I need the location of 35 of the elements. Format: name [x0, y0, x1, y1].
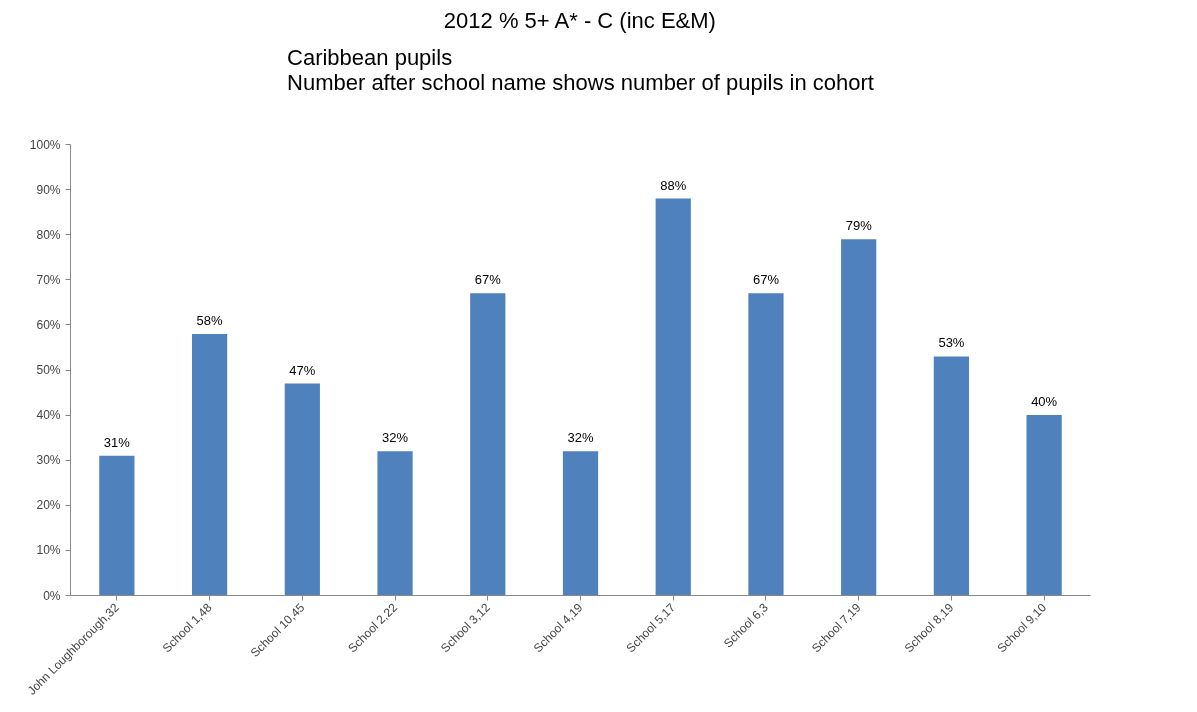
data-label: 67%: [474, 272, 502, 288]
bar: [933, 356, 970, 596]
data-label: 31%: [103, 434, 131, 450]
y-tick-label: 60%: [36, 317, 61, 332]
bar: [841, 239, 877, 596]
y-tick-label: 70%: [36, 272, 61, 287]
y-tick-label: 50%: [36, 363, 61, 377]
data-label: 40%: [1031, 394, 1058, 410]
data-label: 32%: [567, 430, 594, 446]
data-label: 88%: [660, 177, 687, 193]
bar: [470, 293, 506, 596]
bar: [748, 293, 784, 596]
bar: [284, 383, 320, 596]
data-label: 32%: [382, 430, 409, 446]
data-label: 53%: [938, 335, 965, 351]
data-label: 79%: [845, 218, 873, 234]
bar: [377, 451, 413, 596]
chart-subtitle: Caribbean pupils Number after school name shows number of pupils in cohort: [287, 44, 874, 95]
chart-title: 2012 % 5+ A* - C (inc E&M): [443, 7, 716, 33]
bar: [1026, 415, 1062, 596]
y-tick-label: 20%: [36, 498, 61, 513]
data-label: 47%: [289, 362, 316, 378]
y-tick-label: 80%: [36, 227, 61, 242]
y-tick-label: 0%: [43, 588, 61, 603]
y-tick-label: 10%: [36, 543, 61, 558]
y-tick-label: 90%: [36, 182, 61, 197]
bar: [562, 451, 599, 596]
y-tick-label: 30%: [36, 453, 61, 468]
data-label: 58%: [196, 312, 224, 328]
y-tick-label: 100%: [29, 137, 61, 152]
y-tick-label: 40%: [36, 408, 61, 423]
data-label: 67%: [752, 272, 780, 288]
bar: [99, 455, 135, 596]
bar: [191, 333, 228, 596]
bar: [655, 198, 691, 596]
